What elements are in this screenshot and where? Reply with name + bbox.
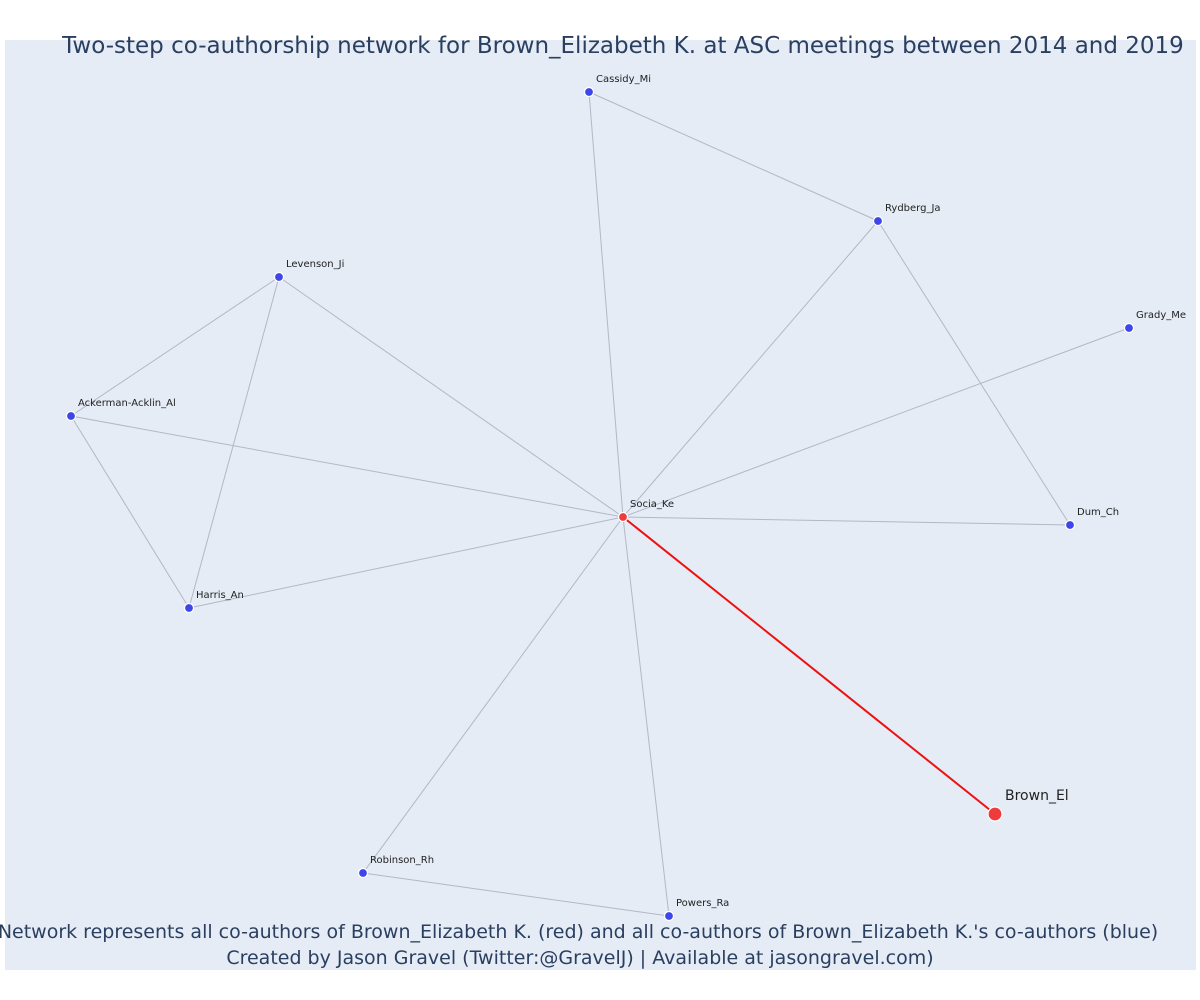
node-dum-ch[interactable]	[1064, 519, 1076, 531]
node-ackerman-acklin-al[interactable]	[65, 410, 77, 422]
edge-socia-ke-rydberg-ja	[622, 220, 879, 518]
node-socia-ke[interactable]	[617, 511, 629, 523]
node-grady-me[interactable]	[1123, 322, 1135, 334]
node-levenson-ji[interactable]	[273, 271, 285, 283]
edge-levenson-ji-harris-an	[188, 276, 280, 609]
edge-socia-ke-grady-me	[622, 327, 1130, 518]
node-label-brown-el: Brown_El	[1005, 788, 1069, 804]
edge-socia-ke-powers-ra	[622, 516, 670, 917]
edge-robinson-rh-powers-ra	[362, 872, 670, 917]
edge-ackerman-acklin-al-harris-an	[70, 415, 190, 609]
node-label-socia-ke: Socia_Ke	[630, 499, 674, 510]
node-label-rydberg-ja: Rydberg_Ja	[885, 203, 941, 214]
edge-cassidy-mi-rydberg-ja	[588, 91, 879, 222]
node-label-harris-an: Harris_An	[196, 590, 244, 601]
edge-socia-ke-dum-ch	[622, 516, 1071, 526]
caption-line-1: Network represents all co-authors of Bro…	[0, 921, 1158, 943]
edge-socia-ke-cassidy-mi	[588, 91, 624, 518]
nodes-layer	[65, 86, 1135, 922]
node-label-cassidy-mi: Cassidy_Mi	[596, 74, 651, 85]
node-cassidy-mi[interactable]	[583, 86, 595, 98]
node-label-powers-ra: Powers_Ra	[676, 898, 729, 909]
node-robinson-rh[interactable]	[357, 867, 369, 879]
labels-layer: Brown_El Socia_Ke Cassidy_Mi Rydberg_Ja Grad…	[78, 74, 1186, 909]
node-label-dum-ch: Dum_Ch	[1077, 507, 1119, 518]
node-label-ackerman-acklin-al: Ackerman-Acklin_Al	[78, 398, 176, 409]
node-label-grady-me: Grady_Me	[1136, 310, 1186, 321]
node-rydberg-ja[interactable]	[872, 215, 884, 227]
edge-levenson-ji-ackerman-acklin-al	[70, 276, 280, 417]
node-harris-an[interactable]	[183, 602, 195, 614]
edge-socia-ke-robinson-rh	[362, 516, 624, 874]
edge-socia-ke-ackerman-acklin-al	[70, 415, 624, 518]
node-powers-ra[interactable]	[663, 910, 675, 922]
plot-background	[5, 40, 1196, 970]
chart-title: Two-step co-authorship network for Brown…	[61, 33, 1184, 59]
node-brown-el[interactable]	[987, 806, 1003, 822]
edge-socia-ke-harris-an	[188, 516, 624, 609]
node-label-robinson-rh: Robinson_Rh	[370, 855, 434, 866]
edge-rydberg-ja-dum-ch	[877, 220, 1071, 526]
caption-line-2: Created by Jason Gravel (Twitter:@Gravel…	[226, 947, 933, 969]
node-label-levenson-ji: Levenson_Ji	[286, 259, 344, 270]
edge-brown-el-socia-ke	[622, 516, 996, 815]
edge-socia-ke-levenson-ji	[278, 276, 624, 518]
edges-layer	[70, 91, 1130, 917]
